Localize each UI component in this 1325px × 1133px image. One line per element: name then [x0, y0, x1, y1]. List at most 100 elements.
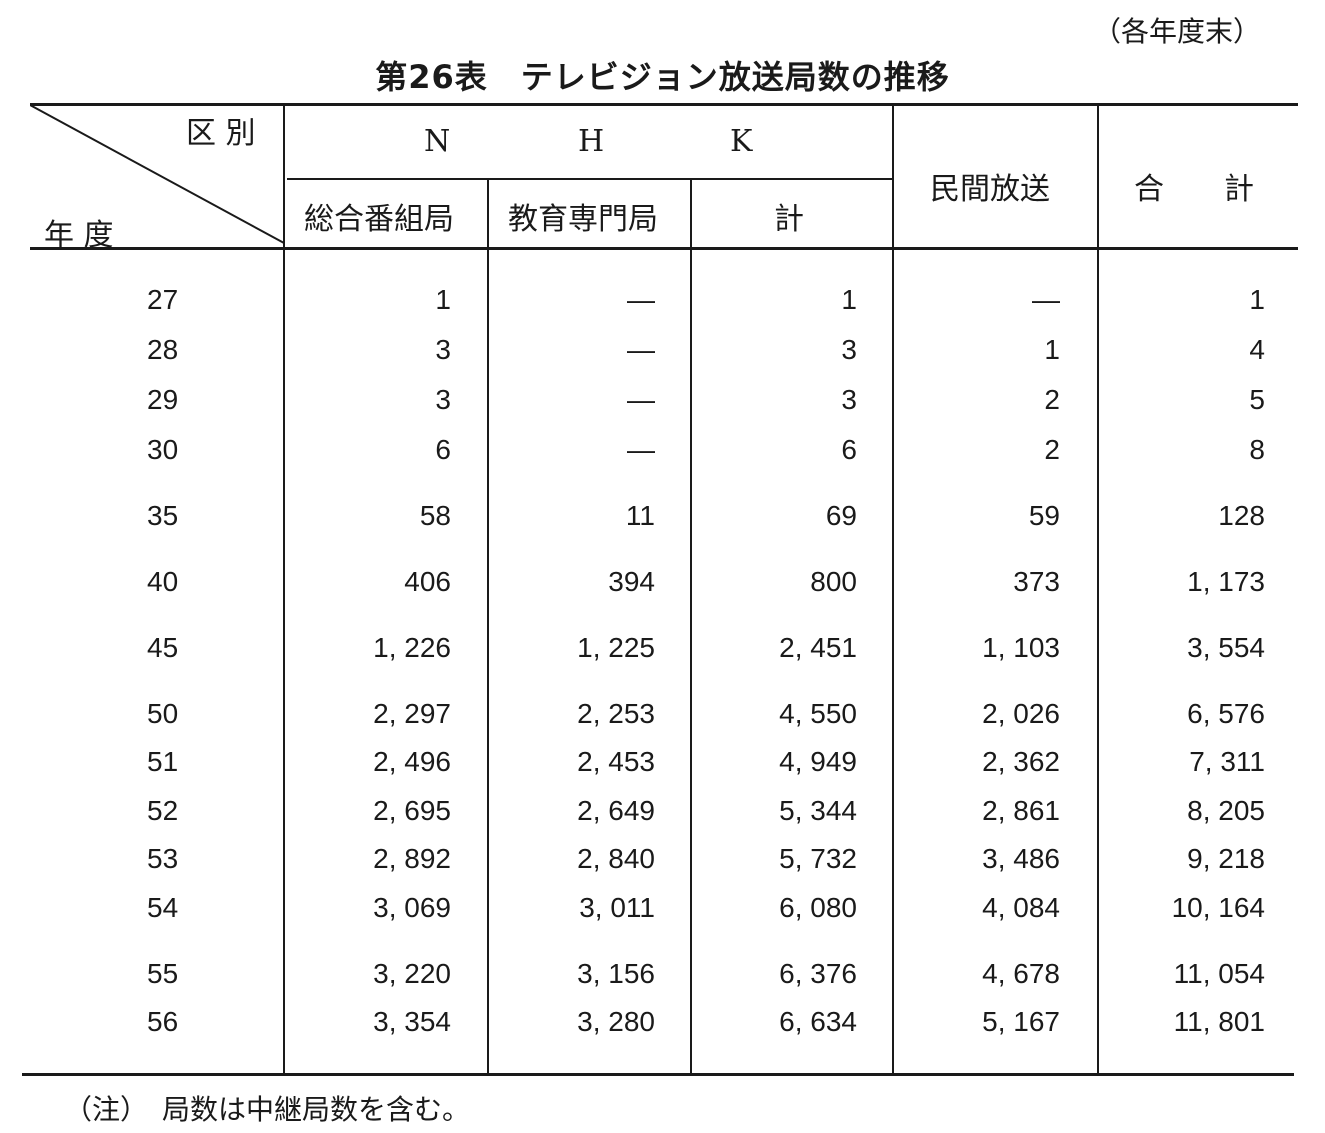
header-private: 民間放送: [930, 172, 1050, 207]
year-cell: 40: [147, 566, 179, 597]
nhk-total-cell: 2, 451: [779, 632, 857, 663]
nhk-total-cell: 3: [841, 384, 857, 415]
header-bottom-rule: [30, 247, 1298, 250]
year-cell: 27: [147, 284, 179, 315]
total-cell: 9, 218: [1187, 843, 1265, 874]
year-col-rule: [283, 106, 285, 1073]
private-cell: 2, 362: [982, 746, 1060, 777]
total-cell: 128: [1218, 500, 1265, 531]
year-cell: 56: [147, 1006, 179, 1037]
year-cell: 51: [147, 746, 179, 777]
general-cell: 2, 892: [373, 843, 451, 874]
educational-cell: 2, 253: [577, 698, 655, 729]
private-cell: 2: [1044, 434, 1060, 465]
educational-cell: —: [627, 434, 655, 465]
table-title: 第26表 テレビジョン放送局数の推移: [375, 58, 950, 96]
private-cell: 5, 167: [982, 1006, 1060, 1037]
private-cell: 2: [1044, 384, 1060, 415]
year-cell: 28: [147, 334, 179, 365]
general-cell: 58: [419, 500, 451, 531]
year-cell: 30: [147, 434, 179, 465]
general-cell: 406: [404, 566, 451, 597]
header-nhk-total: 計: [774, 202, 804, 237]
private-cell: 1, 103: [982, 632, 1060, 663]
footnote: （注） 局数は中継局数を含む。: [64, 1093, 471, 1126]
general-cell: 2, 297: [373, 698, 451, 729]
nhk-letter-h: H: [578, 124, 605, 159]
nhk-total-cell: 5, 732: [779, 843, 857, 874]
total-cell: 6, 576: [1187, 698, 1265, 729]
educational-cell: —: [627, 384, 655, 415]
nhk-total-cell: 3: [841, 334, 857, 365]
year-cell: 54: [147, 892, 179, 923]
year-cell: 50: [147, 698, 179, 729]
private-cell: 2, 861: [982, 795, 1060, 826]
general-cell: 3, 220: [373, 958, 451, 989]
educational-cell: —: [627, 284, 655, 315]
private-cell: 59: [1028, 500, 1060, 531]
private-cell: 3, 486: [982, 843, 1060, 874]
nhk-total-cell: 1: [841, 284, 857, 315]
nhk-letter-k: K: [730, 124, 753, 159]
general-cell: 1, 226: [373, 632, 451, 663]
private-cell: 373: [1013, 566, 1060, 597]
nhk-total-cell: 6, 080: [779, 892, 857, 923]
total-cell: 10, 164: [1171, 892, 1265, 923]
corner-label-category: 区 別: [186, 116, 256, 151]
educational-cell: 1, 225: [577, 632, 655, 663]
year-cell: 55: [147, 958, 179, 989]
nhk-col-rule: [892, 106, 894, 1073]
nhk-sub-rule: [287, 178, 893, 180]
year-cell: 45: [147, 632, 179, 663]
total-cell: 8, 205: [1187, 795, 1265, 826]
general-cell: 2, 695: [373, 795, 451, 826]
total-cell: 3, 554: [1187, 632, 1265, 663]
private-cell: 4, 678: [982, 958, 1060, 989]
year-cell: 35: [147, 500, 179, 531]
total-cell: 4: [1249, 334, 1265, 365]
year-cell: 29: [147, 384, 179, 415]
general-cell: 1: [435, 284, 451, 315]
nhk-total-cell: 69: [825, 500, 857, 531]
total-cell: 1: [1249, 284, 1265, 315]
total-cell: 8: [1249, 434, 1265, 465]
bottom-rule: [22, 1073, 1294, 1076]
general-cell: 3: [435, 384, 451, 415]
private-cell: 1: [1044, 334, 1060, 365]
general-cell: 3, 354: [373, 1006, 451, 1037]
top-rule: [30, 103, 1298, 106]
nhk-total-cell: 6, 634: [779, 1006, 857, 1037]
educational-cell: 3, 280: [577, 1006, 655, 1037]
nhk-total-cell: 6: [841, 434, 857, 465]
educational-cell: 394: [608, 566, 655, 597]
private-cell: —: [1032, 284, 1060, 315]
educational-col-rule: [690, 180, 692, 1073]
header-total: 合 計: [1134, 172, 1254, 207]
nhk-total-cell: 5, 344: [779, 795, 857, 826]
general-cell: 2, 496: [373, 746, 451, 777]
educational-cell: 3, 011: [579, 892, 655, 923]
general-col-rule: [487, 180, 489, 1073]
private-col-rule: [1097, 106, 1099, 1073]
total-cell: 11, 801: [1173, 1006, 1265, 1037]
nhk-total-cell: 4, 550: [779, 698, 857, 729]
year-cell: 52: [147, 795, 179, 826]
nhk-total-cell: 4, 949: [779, 746, 857, 777]
total-cell: 7, 311: [1189, 746, 1265, 777]
educational-cell: 2, 453: [577, 746, 655, 777]
general-cell: 3: [435, 334, 451, 365]
educational-cell: 2, 840: [577, 843, 655, 874]
educational-cell: 2, 649: [577, 795, 655, 826]
total-cell: 1, 173: [1187, 566, 1265, 597]
year-cell: 53: [147, 843, 179, 874]
total-cell: 5: [1249, 384, 1265, 415]
header-educational: 教育専門局: [508, 202, 658, 237]
general-cell: 3, 069: [373, 892, 451, 923]
nhk-total-cell: 6, 376: [779, 958, 857, 989]
corner-diagonal: [30, 104, 285, 244]
nhk-letter-n: N: [424, 124, 451, 159]
general-cell: 6: [435, 434, 451, 465]
educational-cell: 3, 156: [577, 958, 655, 989]
educational-cell: 11: [625, 500, 655, 531]
unit-note: （各年度末）: [1092, 15, 1261, 48]
